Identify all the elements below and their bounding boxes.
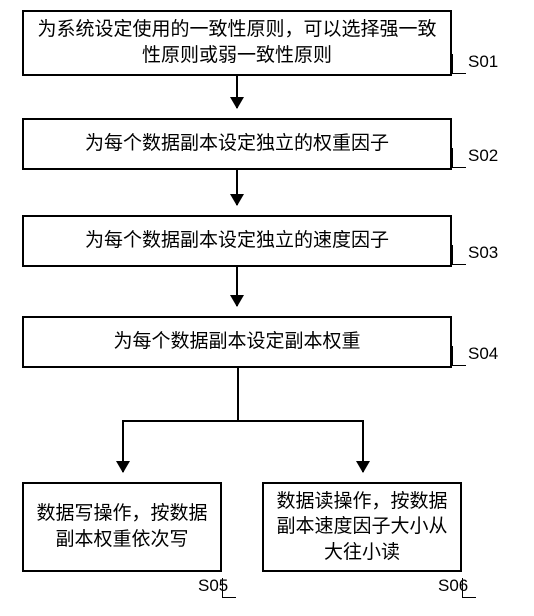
- flow-arrow: [236, 170, 238, 205]
- flow-arrow: [236, 76, 238, 108]
- label-bracket: [452, 245, 466, 265]
- flow-connector: [237, 368, 239, 420]
- step-label-s01: S01: [468, 52, 498, 72]
- flow-node-text: 为每个数据副本设定独立的权重因子: [85, 131, 389, 157]
- label-bracket: [452, 148, 466, 168]
- step-label-s06: S06: [438, 576, 468, 596]
- step-label-s05: S05: [198, 576, 228, 596]
- flow-node-s03: 为每个数据副本设定独立的速度因子: [22, 215, 452, 267]
- flow-connector: [122, 420, 364, 422]
- step-label-s03: S03: [468, 243, 498, 263]
- flow-arrow: [362, 420, 364, 472]
- label-bracket: [452, 346, 466, 366]
- flow-arrow: [236, 267, 238, 306]
- flow-node-s06: 数据读操作，按数据副本速度因子大小从大往小读: [262, 482, 462, 572]
- flow-node-s05: 数据写操作，按数据副本权重依次写: [22, 482, 222, 572]
- flow-node-s02: 为每个数据副本设定独立的权重因子: [22, 118, 452, 170]
- flow-node-text: 为每个数据副本设定独立的速度因子: [85, 228, 389, 254]
- flow-node-text: 为系统设定使用的一致性原则，可以选择强一致性原则或弱一致性原则: [34, 17, 440, 68]
- label-bracket: [452, 54, 466, 74]
- flow-node-text: 数据读操作，按数据副本速度因子大小从大往小读: [274, 489, 450, 566]
- flow-arrow: [122, 420, 124, 472]
- flow-node-s04: 为每个数据副本设定副本权重: [22, 316, 452, 368]
- flow-node-text: 数据写操作，按数据副本权重依次写: [34, 501, 210, 552]
- step-label-s04: S04: [468, 344, 498, 364]
- step-label-s02: S02: [468, 146, 498, 166]
- flow-node-s01: 为系统设定使用的一致性原则，可以选择强一致性原则或弱一致性原则: [22, 10, 452, 76]
- flow-node-text: 为每个数据副本设定副本权重: [113, 329, 360, 355]
